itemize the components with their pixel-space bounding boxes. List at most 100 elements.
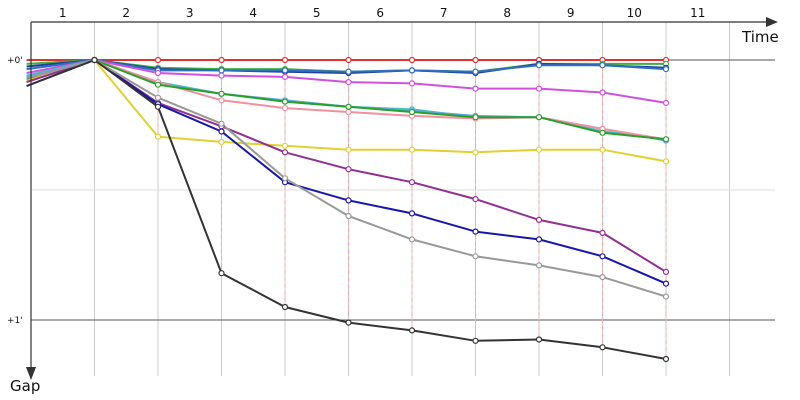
x-tick-label: 6	[376, 6, 384, 20]
data-point	[218, 270, 225, 277]
data-point	[345, 68, 352, 75]
data-point	[599, 62, 606, 69]
lap-links	[157, 60, 667, 359]
x-axis-title: Time	[741, 28, 779, 46]
grid	[31, 22, 775, 376]
x-tick-label: 1	[59, 6, 67, 20]
data-point	[662, 158, 670, 165]
data-point	[218, 97, 225, 104]
data-point	[281, 303, 289, 311]
data-point	[599, 129, 606, 136]
data-point	[281, 73, 289, 81]
data-point	[472, 196, 479, 203]
data-point	[472, 149, 479, 156]
data-point	[472, 68, 479, 75]
data-point	[218, 90, 225, 97]
data-point	[218, 56, 225, 64]
series-line	[26, 59, 667, 273]
data-point	[535, 85, 543, 92]
data-point	[662, 293, 670, 300]
y-tick-labels: +0' +1'	[7, 56, 23, 326]
data-point	[408, 146, 416, 153]
data-point	[599, 344, 606, 351]
x-tick-label: 2	[122, 6, 130, 20]
y-tick-label: +0'	[7, 56, 23, 66]
data-point	[218, 128, 225, 135]
data-point	[472, 337, 479, 344]
data-point	[281, 98, 289, 105]
data-point	[218, 138, 225, 145]
series-points	[91, 56, 670, 363]
x-tick-label: 8	[503, 6, 511, 20]
data-point	[472, 253, 479, 260]
data-point	[472, 56, 479, 64]
x-tick-label: 4	[249, 6, 257, 20]
data-point	[535, 62, 543, 69]
data-point	[408, 108, 416, 116]
data-point	[408, 327, 416, 334]
data-point	[599, 89, 606, 96]
data-point	[345, 56, 352, 64]
data-point	[535, 216, 543, 223]
data-point	[599, 253, 606, 260]
y-axis-title: Gap	[10, 377, 40, 395]
data-point	[599, 146, 606, 153]
data-point	[662, 355, 670, 363]
data-point	[662, 136, 670, 143]
data-point	[281, 175, 289, 182]
data-point	[91, 56, 98, 64]
data-point	[218, 120, 225, 127]
data-point	[599, 274, 606, 281]
data-point	[154, 133, 162, 140]
data-point	[154, 69, 162, 77]
data-point	[345, 166, 352, 173]
data-point	[599, 229, 606, 236]
data-point	[662, 99, 670, 107]
data-point	[535, 336, 543, 343]
data-point	[662, 268, 670, 275]
data-point	[218, 72, 225, 79]
x-axis-arrow	[766, 17, 778, 27]
data-point	[281, 56, 289, 64]
x-tick-label: 5	[313, 6, 321, 20]
data-point	[408, 236, 416, 243]
series-line	[26, 59, 667, 298]
data-point	[345, 197, 352, 204]
data-point	[535, 262, 543, 269]
data-point	[154, 81, 162, 88]
data-point	[345, 108, 352, 116]
data-point	[535, 236, 543, 243]
data-point	[662, 65, 670, 73]
x-tick-label: 11	[690, 6, 705, 20]
data-point	[472, 228, 479, 235]
data-point	[535, 146, 543, 153]
data-point	[345, 319, 352, 326]
data-point	[345, 146, 352, 153]
data-point	[472, 85, 479, 92]
data-point	[218, 67, 225, 74]
data-point	[154, 103, 162, 110]
x-tick-label: 9	[567, 6, 575, 20]
x-tick-labels: 1 2 3 4 5 6 7 8 9 10 11	[59, 6, 705, 20]
x-tick-label: 10	[627, 6, 642, 20]
data-point	[345, 103, 352, 110]
y-tick-label: +1'	[7, 316, 23, 326]
data-point	[345, 78, 352, 86]
y-axis-arrow	[26, 367, 36, 380]
x-tick-label: 7	[440, 6, 448, 20]
data-point	[154, 94, 162, 101]
data-point	[408, 56, 416, 64]
axes	[26, 17, 778, 380]
data-point	[281, 149, 289, 156]
data-point	[154, 56, 162, 64]
data-point	[472, 114, 479, 121]
data-point	[408, 210, 416, 217]
data-point	[408, 80, 416, 87]
data-point	[408, 179, 416, 186]
x-tick-label: 3	[186, 6, 194, 20]
data-point	[281, 104, 289, 112]
data-point	[345, 212, 352, 220]
data-point	[408, 67, 416, 74]
data-point	[662, 280, 670, 287]
